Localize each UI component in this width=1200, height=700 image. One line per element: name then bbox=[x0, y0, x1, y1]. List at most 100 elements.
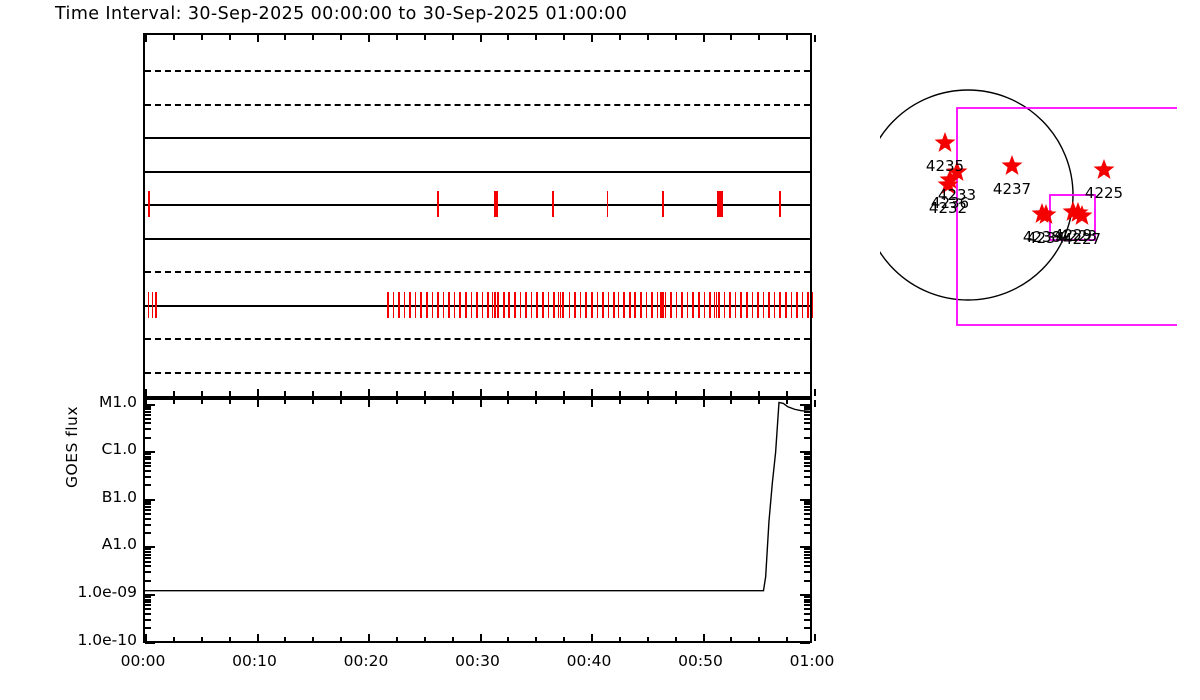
observation-tick bbox=[779, 291, 782, 318]
observation-tick bbox=[437, 291, 439, 318]
observation-tick bbox=[525, 291, 527, 318]
axis-tick bbox=[618, 391, 621, 396]
active-region-label-4227: 4227 bbox=[1062, 230, 1102, 248]
flux-y-tick-minor bbox=[804, 608, 810, 611]
observation-tick bbox=[662, 191, 664, 217]
flux-x-tick bbox=[340, 400, 343, 404]
observation-tick bbox=[536, 291, 538, 318]
axis-tick bbox=[702, 389, 705, 396]
goes-flux-panel bbox=[143, 398, 816, 644]
flux-x-tick bbox=[646, 400, 649, 404]
flux-y-tick-minor bbox=[804, 618, 810, 621]
flux-y-tick-minor bbox=[804, 506, 810, 509]
flux-y-tick-major bbox=[145, 593, 155, 596]
filter-baseline bbox=[145, 371, 810, 374]
flux-x-tick bbox=[145, 400, 147, 407]
flux-x-tick bbox=[256, 400, 259, 407]
observation-tick bbox=[568, 291, 571, 318]
flux-y-tick-minor bbox=[804, 436, 810, 439]
axis-tick bbox=[591, 35, 593, 42]
observation-tick bbox=[491, 291, 494, 318]
active-region-star bbox=[939, 169, 961, 189]
axis-tick bbox=[758, 35, 761, 40]
axis-tick bbox=[646, 391, 649, 396]
observation-tick bbox=[386, 291, 389, 318]
observation-tick bbox=[403, 291, 406, 318]
active-region-label-4232: 4232 bbox=[928, 199, 968, 217]
observation-tick bbox=[425, 291, 428, 318]
axis-tick bbox=[256, 389, 259, 396]
observation-tick bbox=[807, 291, 809, 318]
fov-rectangle-large bbox=[956, 107, 1177, 326]
axis-tick bbox=[368, 35, 370, 42]
flux-x-tick bbox=[423, 400, 426, 404]
observation-tick bbox=[796, 291, 798, 318]
observation-tick bbox=[487, 291, 489, 318]
axis-tick bbox=[702, 35, 705, 42]
observation-tick bbox=[729, 291, 731, 318]
observation-tick bbox=[675, 291, 678, 318]
axis-tick bbox=[507, 35, 510, 40]
observation-tick bbox=[718, 291, 720, 318]
flux-y-tick-label: 1.0e-10 bbox=[77, 630, 137, 649]
filter-timeline-panel bbox=[143, 33, 816, 398]
flux-x-tick bbox=[786, 637, 789, 641]
flux-y-tick-minor bbox=[145, 531, 151, 534]
flux-x-tick bbox=[535, 400, 538, 404]
flux-y-tick-minor bbox=[145, 408, 151, 411]
active-region-star bbox=[937, 174, 959, 194]
active-region-label-4236: 4236 bbox=[930, 194, 970, 212]
flux-x-tick bbox=[563, 637, 566, 641]
observation-tick bbox=[493, 291, 496, 318]
observation-tick bbox=[547, 291, 550, 318]
flux-y-tick-minor bbox=[145, 410, 151, 413]
axis-tick bbox=[284, 391, 287, 396]
observation-tick bbox=[508, 291, 511, 318]
flux-y-tick-minor bbox=[145, 461, 151, 464]
flux-y-tick-minor bbox=[804, 601, 810, 604]
observation-tick bbox=[502, 291, 505, 318]
filter-baseline bbox=[145, 137, 810, 139]
axis-tick bbox=[535, 35, 538, 40]
axis-tick bbox=[228, 391, 231, 396]
active-region-label-4237: 4237 bbox=[992, 180, 1032, 198]
observation-tick bbox=[617, 291, 620, 318]
filter-baseline bbox=[145, 271, 810, 273]
flux-y-tick-minor bbox=[804, 503, 810, 506]
flux-y-tick-minor bbox=[145, 503, 151, 506]
flux-x-tick bbox=[479, 634, 482, 641]
flux-y-tick-minor bbox=[145, 550, 151, 553]
flux-x-tick bbox=[423, 637, 426, 641]
flux-x-tick bbox=[814, 634, 816, 641]
flux-x-tick bbox=[730, 637, 733, 641]
flux-y-tick-minor bbox=[804, 513, 810, 516]
filter-baseline bbox=[145, 70, 810, 72]
flux-y-tick-minor bbox=[804, 548, 810, 551]
flux-y-tick-minor bbox=[804, 604, 810, 607]
filter-baseline bbox=[145, 170, 810, 173]
flux-x-tick bbox=[730, 400, 733, 404]
flux-y-tick-label: 1.0e-09 bbox=[77, 582, 137, 601]
observation-tick bbox=[698, 291, 700, 318]
flux-x-tick bbox=[172, 637, 175, 641]
flux-x-tick bbox=[618, 637, 621, 641]
observation-tick bbox=[709, 291, 711, 318]
axis-tick bbox=[312, 35, 315, 40]
observation-tick bbox=[147, 291, 150, 318]
axis-tick bbox=[256, 35, 259, 42]
observation-tick bbox=[790, 291, 793, 318]
flux-y-tick-major bbox=[800, 498, 810, 501]
observation-tick bbox=[645, 291, 648, 318]
flux-y-tick-minor bbox=[145, 548, 151, 551]
flux-x-tick bbox=[479, 400, 482, 407]
axis-tick bbox=[395, 35, 398, 40]
axis-tick bbox=[312, 391, 315, 396]
flux-y-tick-minor bbox=[804, 414, 810, 417]
goes-flux-curve bbox=[145, 401, 810, 592]
x-axis-tick-label: 00:00 bbox=[120, 652, 166, 670]
observation-tick bbox=[602, 291, 604, 318]
flux-y-tick-minor bbox=[145, 612, 151, 615]
flux-y-tick-minor bbox=[145, 509, 151, 512]
flux-y-tick-minor bbox=[145, 422, 151, 425]
observation-tick bbox=[773, 291, 776, 318]
